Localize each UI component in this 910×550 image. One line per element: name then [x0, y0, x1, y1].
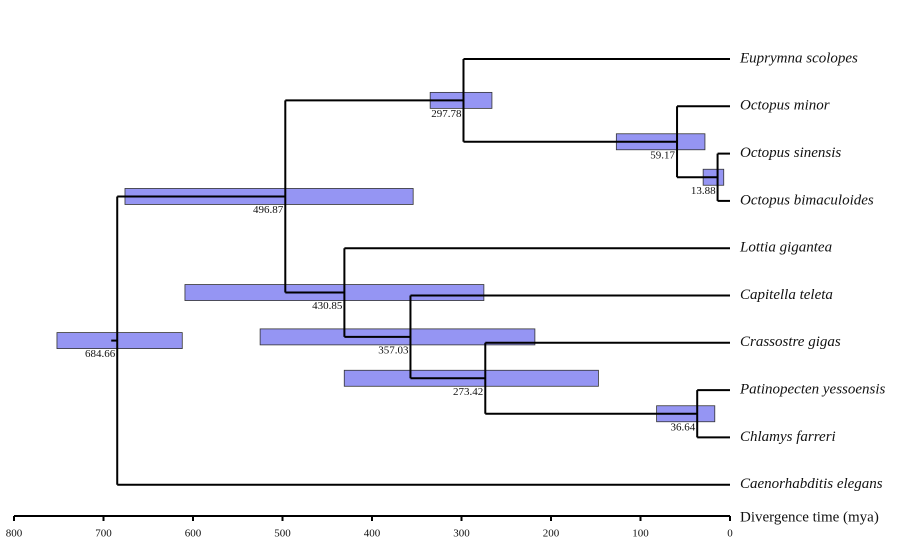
- node-age-label: 13.88: [691, 185, 716, 197]
- x-tick-label: 0: [727, 528, 733, 540]
- node-age-label: 36.64: [670, 421, 695, 433]
- node-age-label: 297.78: [431, 108, 462, 120]
- labels: 800 700 600 500 400 300 200 100 0 Euprymna scolop…: [6, 50, 886, 539]
- leaf-label: Crassostre gigas: [740, 334, 841, 350]
- x-tick-label: 800: [6, 528, 23, 540]
- node-age-label: 684.66: [85, 348, 116, 360]
- leaf-label: Octopus bimaculoides: [740, 192, 874, 208]
- leaf-label: Octopus minor: [740, 98, 830, 114]
- x-tick-label: 300: [453, 528, 470, 540]
- node-age-label: 59.17: [650, 149, 675, 161]
- x-tick-label: 600: [185, 528, 202, 540]
- x-tick-label: 700: [95, 528, 112, 540]
- leaf-label: Capitella teleta: [740, 287, 833, 303]
- x-tick-label: 100: [632, 528, 649, 540]
- leaf-label: Patinopecten yessoensis: [739, 382, 886, 398]
- node-age-label: 430.85: [312, 300, 343, 312]
- leaf-label: Caenorhabditis elegans: [740, 476, 883, 492]
- leaf-label: Chlamys farreri: [740, 429, 836, 445]
- node-age-label: 357.03: [378, 344, 409, 356]
- leaf-label: Euprymna scolopes: [739, 50, 858, 66]
- leaf-label: Octopus sinensis: [740, 145, 841, 161]
- ci-bar: [56, 332, 183, 349]
- x-axis-label: Divergence time (mya): [740, 509, 879, 525]
- leaf-label: Lottia gigantea: [739, 240, 832, 256]
- node-age-label: 273.42: [453, 386, 483, 398]
- x-tick-label: 400: [364, 528, 381, 540]
- x-tick-label: 500: [274, 528, 291, 540]
- x-tick-label: 200: [543, 528, 560, 540]
- branches: [13, 58, 731, 521]
- node-age-label: 496.87: [253, 204, 284, 216]
